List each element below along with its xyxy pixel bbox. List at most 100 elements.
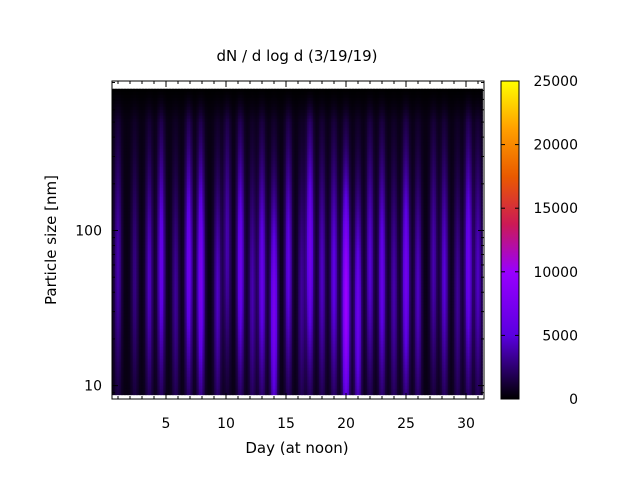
heatmap-cell (122, 118, 125, 123)
heatmap-cell (115, 106, 117, 111)
heatmap-cell (118, 130, 120, 135)
heatmap-cell (170, 268, 173, 273)
heatmap-cell (128, 355, 131, 360)
heatmap-cell (151, 343, 153, 348)
heatmap-cell (167, 364, 170, 369)
heatmap-cell (146, 106, 149, 111)
heatmap-cell (149, 202, 152, 207)
heatmap-cell (167, 193, 170, 198)
heatmap-cell (127, 124, 129, 129)
heatmap-cell (121, 241, 123, 246)
heatmap-cell (143, 220, 146, 225)
heatmap-cell (155, 145, 158, 150)
heatmap-cell (166, 382, 168, 387)
heatmap-cell (158, 325, 161, 330)
heatmap-cell (125, 361, 128, 366)
heatmap-cell (121, 289, 123, 294)
heatmap-cell (157, 250, 159, 255)
heatmap-cell (116, 130, 119, 135)
heatmap-cell (152, 280, 155, 285)
heatmap-cell (140, 328, 143, 333)
heatmap-cell (142, 376, 144, 381)
heatmap-cell (137, 322, 140, 327)
heatmap-cell (151, 301, 153, 306)
heatmap-cell (130, 217, 132, 222)
heatmap-cell (146, 163, 149, 168)
heatmap-cell (116, 175, 119, 180)
heatmap-cell (142, 136, 144, 141)
heatmap-cell (130, 103, 132, 108)
heatmap-cell (116, 154, 119, 159)
heatmap-cell (157, 346, 159, 351)
heatmap-cell (133, 187, 135, 192)
heatmap-cell (116, 244, 119, 249)
heatmap-cell (152, 214, 155, 219)
heatmap-cell (155, 241, 158, 246)
heatmap-cell (128, 313, 131, 318)
heatmap-cell (161, 307, 164, 312)
heatmap-cell (145, 145, 147, 150)
heatmap-cell (170, 208, 173, 213)
heatmap-cell (142, 223, 144, 228)
heatmap-cell (115, 376, 117, 381)
heatmap-cell (166, 295, 168, 300)
heatmap-cell (124, 109, 126, 114)
heatmap-cell (157, 166, 159, 171)
heatmap-cell (154, 343, 156, 348)
heatmap-cell (164, 115, 167, 120)
heatmap-cell (140, 343, 143, 348)
heatmap-cell (172, 352, 174, 357)
heatmap-cell (121, 361, 123, 366)
heatmap-cell (166, 247, 168, 252)
heatmap-cell (160, 295, 162, 300)
heatmap-cell (143, 175, 146, 180)
heatmap-cell (163, 301, 165, 306)
heatmap-cell (127, 115, 129, 120)
heatmap-cell (164, 139, 167, 144)
heatmap-cell (134, 328, 137, 333)
heatmap-cell (169, 253, 171, 258)
heatmap-cell (115, 193, 117, 198)
heatmap-cell (140, 283, 143, 288)
heatmap-cell (131, 133, 134, 138)
heatmap-cell (167, 181, 170, 186)
heatmap-cell (166, 343, 168, 348)
heatmap-cell (134, 322, 137, 327)
heatmap-cell (127, 298, 129, 303)
heatmap-cell (146, 385, 149, 390)
heatmap-cell (163, 277, 165, 282)
heatmap-cell (145, 343, 147, 348)
heatmap-cell (163, 256, 165, 261)
heatmap-cell (128, 115, 131, 120)
heatmap-cell (170, 340, 173, 345)
heatmap-cell (115, 307, 117, 312)
heatmap-cell (152, 301, 155, 306)
heatmap-cell (163, 292, 165, 297)
heatmap-cell (136, 280, 138, 285)
heatmap-cell (122, 268, 125, 273)
heatmap-cell (146, 301, 149, 306)
heatmap-cell (128, 166, 131, 171)
heatmap-cell (122, 139, 125, 144)
heatmap-cell (119, 88, 122, 93)
heatmap-cell (154, 307, 156, 312)
heatmap-cell (122, 340, 125, 345)
heatmap-cell (157, 313, 159, 318)
heatmap-cell (122, 241, 125, 246)
heatmap-cell (119, 244, 122, 249)
heatmap-cell (151, 274, 153, 279)
heatmap-cell (118, 340, 120, 345)
heatmap-cell (137, 301, 140, 306)
heatmap-cell (112, 193, 114, 198)
heatmap-cell (166, 124, 168, 129)
heatmap-cell (136, 289, 138, 294)
heatmap-cell (133, 97, 135, 102)
heatmap-cell (118, 91, 120, 96)
heatmap-cell (146, 235, 149, 240)
heatmap-cell (166, 175, 168, 180)
heatmap-cell (170, 274, 173, 279)
heatmap-cell (161, 130, 164, 135)
heatmap-cell (161, 118, 164, 123)
heatmap-cell (113, 211, 116, 216)
heatmap-cell (151, 145, 153, 150)
